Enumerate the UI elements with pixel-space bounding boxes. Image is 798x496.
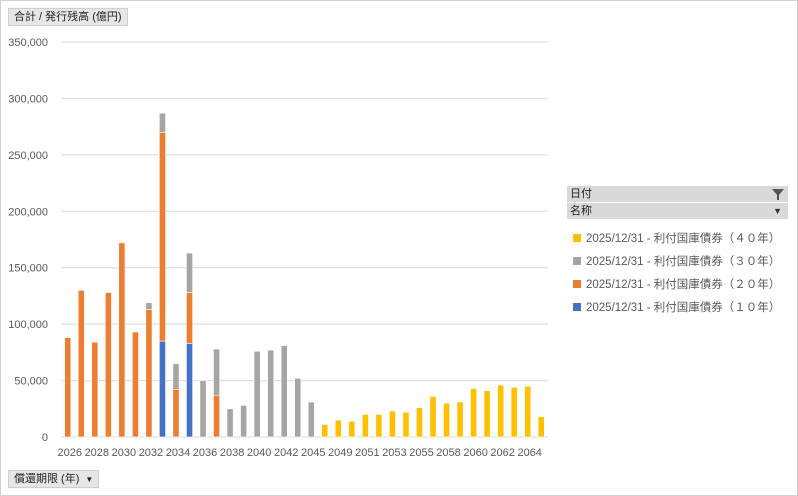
y-tick-label: 0: [42, 432, 48, 444]
bar-segment-30y[interactable]: [253, 350, 261, 438]
x-tick-label: 2042: [274, 447, 298, 459]
legend-date-label: 日付: [570, 188, 592, 200]
legend-swatch: [573, 279, 581, 288]
bar-segment-30y[interactable]: [294, 378, 302, 438]
bar-segment-20y[interactable]: [186, 292, 193, 344]
bar-segment-30y[interactable]: [199, 380, 207, 438]
bar-segment-40y[interactable]: [389, 410, 396, 438]
bar-segment-40y[interactable]: [348, 420, 356, 438]
bar-segment-30y[interactable]: [226, 408, 234, 438]
x-tick-label: 2062: [490, 447, 514, 459]
bar-segment-30y[interactable]: [186, 252, 193, 293]
bar-segment-40y[interactable]: [497, 384, 505, 438]
bar-segment-10y[interactable]: [159, 340, 166, 438]
bar-segment-20y[interactable]: [118, 242, 126, 438]
bar-segment-30y[interactable]: [159, 112, 166, 133]
legend-item-40y[interactable]: 2025/12/31 - 利付国庫債券（４０年）: [567, 226, 788, 249]
bar-segment-40y[interactable]: [416, 407, 423, 438]
bar-segment-20y[interactable]: [64, 337, 72, 438]
x-tick-label: 2045: [301, 447, 325, 459]
bar-segment-40y[interactable]: [429, 396, 437, 438]
legend-swatch: [573, 302, 581, 311]
legend-swatch: [573, 256, 581, 265]
legend-item-30y[interactable]: 2025/12/31 - 利付国庫債券（３０年）: [567, 249, 788, 272]
legend-name-label: 名称: [570, 205, 592, 217]
bar-segment-20y[interactable]: [77, 289, 85, 438]
legend-item-10y[interactable]: 2025/12/31 - 利付国庫債券（１０年）: [567, 295, 788, 318]
bar-segment-20y[interactable]: [91, 341, 99, 438]
bar-segment-30y[interactable]: [145, 302, 153, 310]
bar-segment-40y[interactable]: [524, 385, 532, 438]
x-tick-label: 2060: [463, 447, 487, 459]
bar-segment-30y[interactable]: [280, 345, 288, 438]
bar-segment-20y[interactable]: [213, 394, 220, 438]
bar-segment-30y[interactable]: [213, 348, 220, 396]
bar-segment-40y[interactable]: [456, 401, 464, 438]
x-tick-label: 2053: [382, 447, 406, 459]
filter-icon[interactable]: [772, 189, 784, 196]
legend-label: 2025/12/31 - 利付国庫債券（３０年）: [586, 255, 781, 268]
bar-segment-20y[interactable]: [159, 131, 166, 342]
x-tick-label: 2026: [58, 447, 82, 459]
bar-segment-20y[interactable]: [172, 389, 180, 438]
x-tick-label: 2028: [85, 447, 109, 459]
legend-label: 2025/12/31 - 利付国庫債券（２０年）: [586, 278, 781, 291]
legend-swatch: [573, 233, 581, 242]
legend-panel: 日付 名称 ▼ 2025/12/31 - 利付国庫債券（４０年） 2025/12/…: [567, 186, 788, 318]
x-tick-label: 2040: [247, 447, 271, 459]
x-tick-label: 2038: [220, 447, 244, 459]
bar-segment-40y[interactable]: [375, 414, 383, 438]
y-tick-label: 300,000: [8, 93, 48, 105]
legend-label: 2025/12/31 - 利付国庫債券（１０年）: [586, 301, 781, 314]
value-field-button[interactable]: 合計 / 発行残高 (億円): [8, 8, 128, 26]
bar-segment-40y[interactable]: [361, 414, 369, 438]
bar-segment-40y[interactable]: [402, 411, 410, 438]
bar-segment-40y[interactable]: [470, 388, 477, 438]
legend-items: 2025/12/31 - 利付国庫債券（４０年） 2025/12/31 - 利付国…: [567, 220, 788, 318]
bar-segment-20y[interactable]: [132, 331, 139, 438]
bar-segment-20y[interactable]: [145, 309, 153, 438]
axis-field-button[interactable]: 償還期限 (年) ▼: [8, 470, 100, 488]
y-tick-label: 50,000: [14, 376, 48, 388]
filter-icon-stem: [777, 195, 779, 200]
y-tick-label: 350,000: [8, 37, 48, 49]
y-tick-label: 100,000: [8, 319, 48, 331]
y-tick-label: 150,000: [8, 263, 48, 275]
legend-label: 2025/12/31 - 利付国庫債券（４０年）: [586, 232, 781, 245]
bar-segment-30y[interactable]: [240, 405, 248, 438]
x-tick-label: 2036: [193, 447, 217, 459]
x-tick-label: 2055: [409, 447, 433, 459]
dropdown-arrow-icon[interactable]: ▼: [773, 206, 782, 216]
legend-item-20y[interactable]: 2025/12/31 - 利付国庫債券（２０年）: [567, 272, 788, 295]
legend-date-field[interactable]: 日付: [567, 186, 788, 203]
bar-segment-40y[interactable]: [483, 390, 491, 438]
legend-name-field[interactable]: 名称 ▼: [567, 203, 788, 220]
bar-segment-40y[interactable]: [443, 402, 450, 438]
dropdown-arrow-icon[interactable]: ▼: [85, 475, 94, 484]
bar-segment-40y[interactable]: [321, 424, 329, 438]
x-tick-label: 2032: [139, 447, 163, 459]
x-tick-label: 2034: [166, 447, 190, 459]
x-tick-label: 2058: [436, 447, 460, 459]
bar-segment-30y[interactable]: [267, 349, 275, 438]
y-tick-label: 200,000: [8, 206, 48, 218]
bar-segment-10y[interactable]: [186, 343, 193, 438]
x-tick-label: 2049: [328, 447, 352, 459]
bar-segment-40y[interactable]: [537, 416, 545, 438]
bar-segment-30y[interactable]: [307, 401, 315, 438]
y-tick-label: 250,000: [8, 150, 48, 162]
bar-segment-40y[interactable]: [334, 419, 342, 438]
x-tick-label: 2030: [112, 447, 136, 459]
x-tick-label: 2051: [355, 447, 379, 459]
x-tick-label: 2064: [517, 447, 541, 459]
bar-segment-40y[interactable]: [510, 387, 518, 438]
axis-field-label: 償還期限 (年): [14, 473, 80, 485]
bar-segment-30y[interactable]: [172, 363, 180, 390]
bar-segment-20y[interactable]: [104, 292, 112, 438]
